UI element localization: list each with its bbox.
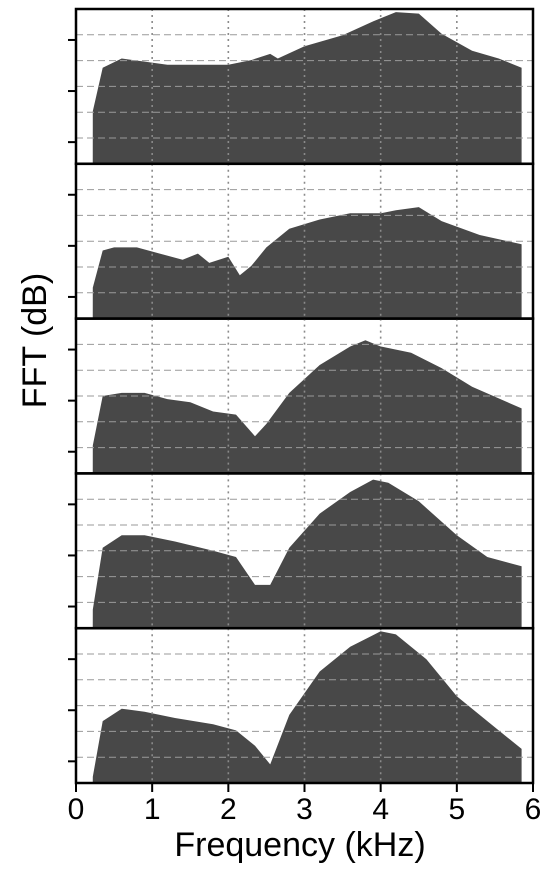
x-tick-label: 4 [372,793,389,826]
panel-4-spectrum-area [92,479,522,629]
x-tick-label: 1 [144,793,161,826]
x-axis-label: Frequency (kHz) [174,826,426,864]
panel-2-spectrum-area [92,207,522,319]
x-tick-label: 5 [448,793,465,826]
panel-3-spectrum-area [92,340,522,474]
panel-5-spectrum-area [92,631,522,783]
x-tick-label: 0 [68,793,85,826]
panel-1-spectrum-area [92,12,522,164]
x-tick-label: 6 [525,793,542,826]
x-tick-label: 2 [220,793,237,826]
x-tick-label: 3 [296,793,313,826]
